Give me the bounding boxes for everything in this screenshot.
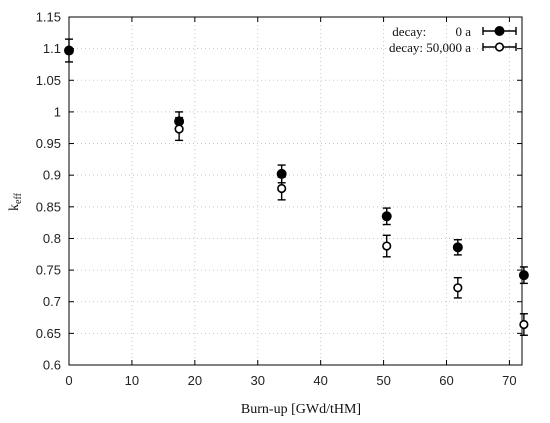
- x-tick-label: 70: [502, 373, 516, 388]
- data-point-open: [453, 283, 463, 293]
- legend-marker-series-2: [482, 42, 517, 52]
- legend-label-series-2: decay: 50,000 a: [389, 40, 471, 55]
- y-axis-label-subscript: eff: [13, 192, 24, 204]
- y-tick-label: 0.65: [36, 326, 61, 341]
- y-tick-label: 0.85: [36, 199, 61, 214]
- series-1: [64, 38, 529, 285]
- y-tick-label: 0.6: [43, 358, 61, 373]
- data-point-filled: [64, 45, 75, 56]
- x-axis-ticks: 0 10 20 30 40 50 60 70: [65, 17, 517, 388]
- y-tick-label: 0.75: [36, 263, 61, 278]
- legend: decay: 0 a decay: 50,000 a: [389, 24, 517, 55]
- data-point-filled: [381, 211, 392, 222]
- legend-label-series-1: decay: 0 a: [392, 24, 471, 39]
- data-point-open: [494, 42, 505, 52]
- y-tick-label: 1: [54, 104, 61, 119]
- x-axis-label: Burn-up [GWd/tHM]: [241, 402, 361, 417]
- y-axis-ticks: 0.6 0.65 0.7 0.75 0.8 0.85 0.9 0.95 1 1.05 1.1 1.15: [36, 10, 522, 373]
- y-axis-label-main: k: [7, 204, 22, 211]
- y-tick-label: 0.9: [43, 168, 61, 183]
- data-point-open: [382, 241, 392, 251]
- x-tick-label: 40: [313, 373, 327, 388]
- data-point-filled: [452, 242, 463, 253]
- y-tick-label: 1.1: [43, 41, 61, 56]
- y-tick-label: 0.7: [43, 294, 61, 309]
- series-layer: [64, 38, 529, 336]
- x-tick-label: 60: [439, 373, 453, 388]
- data-point-open: [519, 319, 529, 330]
- data-point-open: [174, 124, 184, 134]
- grid: [69, 17, 522, 365]
- x-tick-label: 0: [65, 373, 72, 388]
- x-tick-label: 20: [188, 373, 202, 388]
- legend-markers: [482, 25, 517, 52]
- x-tick-label: 30: [251, 373, 265, 388]
- series-2: [174, 116, 529, 336]
- data-point-filled: [518, 270, 529, 281]
- y-tick-label: 0.95: [36, 136, 61, 151]
- legend-marker-series-1: [482, 25, 517, 36]
- y-tick-label: 1.15: [36, 10, 61, 25]
- y-axis-label: keff: [7, 192, 24, 211]
- plot-frame: [68, 16, 523, 366]
- y-tick-label: 0.8: [43, 231, 61, 246]
- data-point-filled: [494, 25, 505, 36]
- x-tick-label: 50: [376, 373, 390, 388]
- data-point-open: [277, 183, 287, 194]
- y-tick-label: 1.05: [36, 73, 61, 88]
- x-tick-label: 10: [125, 373, 139, 388]
